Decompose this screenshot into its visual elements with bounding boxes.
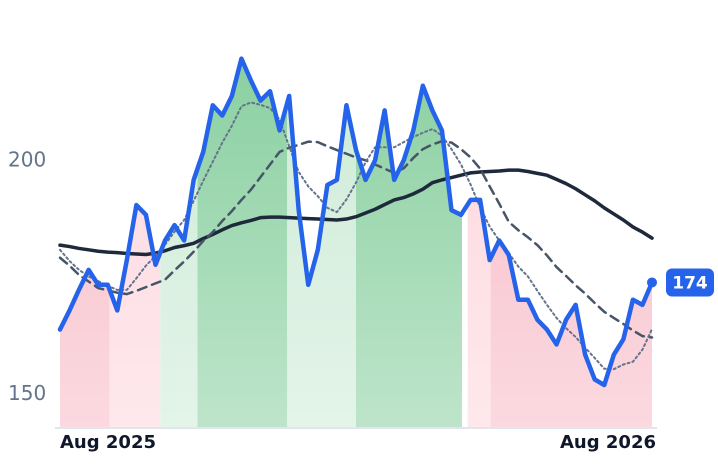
- x-tick-label: Aug 2026: [560, 432, 656, 453]
- last-value-badge: [666, 268, 714, 297]
- x-tick-label: Aug 2025: [60, 432, 156, 453]
- series-line: [57, 56, 655, 388]
- last-point: [647, 277, 657, 288]
- y-tick-label: 150: [8, 381, 46, 405]
- series-line: [58, 139, 654, 339]
- y-tick-label: 200: [8, 148, 46, 172]
- last-value-label: 174: [672, 273, 708, 293]
